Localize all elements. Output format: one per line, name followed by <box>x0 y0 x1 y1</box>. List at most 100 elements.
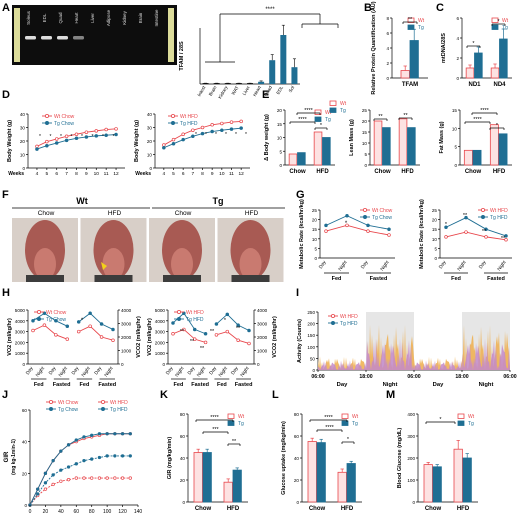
data-point-H2 <box>236 323 240 327</box>
period-label-I: Night <box>479 382 494 388</box>
sig-label-D1: * <box>92 134 94 140</box>
x-tick-label-K: HFD <box>227 506 240 512</box>
group-label-H1: Fasted <box>53 382 71 388</box>
legend-label-H1: Tg Chow <box>46 317 66 323</box>
data-point-J <box>59 468 63 472</box>
x-tick-label-E1: HFD <box>316 169 329 175</box>
gel-band <box>25 36 36 40</box>
y-tick-label-H1: 3000 <box>15 330 26 335</box>
legend-label-G1: Wt Chow <box>372 208 393 214</box>
data-point-J <box>105 432 109 436</box>
y-axis-title-I: Activity (Counts) <box>297 319 303 363</box>
y-tick-label-E3: 5 <box>454 145 457 150</box>
data-point-H1 <box>111 327 115 332</box>
legend-label-B: Tg <box>418 25 424 31</box>
data-point-G2 <box>484 227 488 231</box>
bar-E3 <box>463 149 473 166</box>
mouse-diet-label: Chow <box>175 210 192 217</box>
bar-E2 <box>382 127 391 166</box>
data-point-J <box>120 454 125 458</box>
x-tick-label-G1: Night <box>379 259 391 272</box>
sig-label-D1: * <box>102 134 104 140</box>
data-point-D2 <box>191 128 195 132</box>
data-point-G2 <box>444 235 448 239</box>
bar-M <box>432 466 442 503</box>
bar-L <box>316 442 326 503</box>
data-point-J <box>128 476 132 480</box>
x-tick-label-D2: 12 <box>238 171 244 177</box>
data-point-D2 <box>162 146 166 150</box>
data-point-J <box>105 454 109 458</box>
legend-label-G1: Tg Chow <box>372 215 392 221</box>
bar-E1 <box>313 131 323 166</box>
bar-L <box>337 471 347 503</box>
x-tick-label-H1: Day <box>48 365 58 376</box>
y-tick-label-E1: 10 <box>277 136 283 141</box>
y-tick-label-E1: 15 <box>277 122 283 127</box>
sig-label-E2: ** <box>403 113 408 119</box>
legend-label-D2: Tg HFD <box>180 121 198 127</box>
legend-label-E1: Tg <box>340 108 346 114</box>
sig-label-H2: * <box>224 318 227 324</box>
x-tick-label-J: 140 <box>134 509 143 515</box>
activity-area-wt <box>318 338 510 370</box>
sig-label-M: * <box>439 417 442 423</box>
y-axis-title-C: mtDNA/28S <box>441 33 447 63</box>
data-point-H2 <box>214 322 219 326</box>
data-point-D1 <box>64 138 69 143</box>
data-point-D2 <box>229 120 234 124</box>
y-tick-label-G2: 15 <box>432 227 438 232</box>
x-tick-label-E2: HFD <box>401 169 414 175</box>
y-tick-label-H1-right: 3000 <box>121 322 132 327</box>
data-point-D1 <box>84 130 89 134</box>
legend-swatch-K <box>227 413 235 419</box>
y-tick-label-K: 40 <box>180 456 186 461</box>
x-tick-label-J: 20 <box>43 509 49 515</box>
panel-label-D: D <box>2 89 10 101</box>
legend-label-M: Tg <box>468 421 474 427</box>
x-tick-label-D1: 12 <box>113 171 119 177</box>
legend-marker-J <box>101 399 106 404</box>
sig-label-A: **** <box>265 7 275 13</box>
data-point-J <box>113 454 117 458</box>
legend-label-J: Wt Chow <box>58 400 79 406</box>
legend-label-J: Tg HFD <box>110 407 128 413</box>
series-line-H1 <box>78 312 114 330</box>
data-point-H2 <box>236 338 240 342</box>
y-tick-label-G2: 10 <box>432 237 438 242</box>
sig-label-E3: **** <box>480 108 489 114</box>
x-tick-label-D1: 6 <box>55 171 58 177</box>
sig-label-D2: * <box>195 132 197 138</box>
y-tick-label-M: 0 <box>412 500 415 505</box>
legend-swatch-L <box>341 413 349 419</box>
data-point-H2 <box>182 327 186 332</box>
mouse-photo <box>102 248 125 280</box>
y-axis-title-H1: VO2 (ml/kg/hr) <box>7 318 13 356</box>
sig-label-H1: * <box>81 318 84 324</box>
y-axis-title-D2: Body Weight (g) <box>134 120 140 162</box>
y-tick-label-G1: 5 <box>314 246 317 251</box>
data-point-D1 <box>114 127 118 131</box>
data-point-H2 <box>214 333 219 337</box>
x-tick-label-D2: 4 <box>162 171 165 177</box>
mouse-group-label: Tg <box>213 196 224 206</box>
data-point-H2 <box>171 332 175 336</box>
sig-label-L: * <box>347 437 350 443</box>
y-tick-label-K: 20 <box>180 478 186 483</box>
legend-swatch-E1 <box>314 116 322 122</box>
sig-label-G2: ** <box>463 213 468 219</box>
y-tick-label-H2-right: 4000 <box>257 308 268 313</box>
y-tick-label-E2: 25 <box>362 108 368 113</box>
y-tick-label-D2: 10 <box>147 153 153 158</box>
x-tick-label-K: Chow <box>195 506 212 512</box>
data-point-H1 <box>42 311 47 315</box>
y-tick-label-E2: 0 <box>364 163 367 168</box>
y-axis-title-H2: VO2 (ml/kg/hr) <box>147 318 153 356</box>
y-tick-label-C: 4 <box>456 36 459 41</box>
sig-label-G2: * <box>445 222 448 228</box>
data-point-J <box>66 465 71 469</box>
data-point-H2 <box>203 340 208 345</box>
data-point-D2 <box>200 131 205 136</box>
legend-label-K: Wt <box>238 414 245 420</box>
y-tick-label-B: 6 <box>386 31 389 36</box>
